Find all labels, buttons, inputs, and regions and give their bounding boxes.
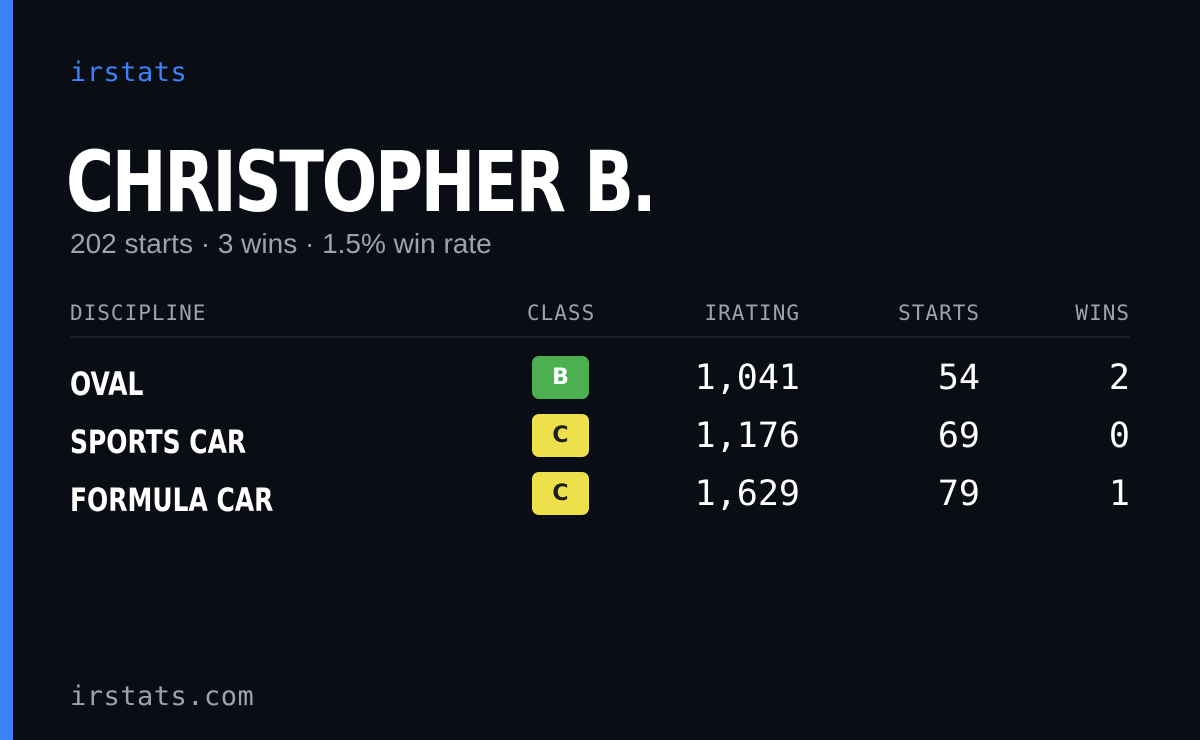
starts-value: 69 bbox=[937, 416, 980, 456]
header-irating: IRATING bbox=[704, 301, 800, 325]
table-header-row: DISCIPLINE CLASS IRATING STARTS WINS bbox=[70, 296, 1130, 338]
header-discipline: DISCIPLINE bbox=[70, 301, 207, 325]
wins-value: 0 bbox=[1108, 416, 1130, 456]
table-row: FORMULA CAR C 1,629 79 1 bbox=[70, 470, 1130, 528]
class-badge: B bbox=[532, 356, 589, 399]
class-badge: C bbox=[532, 472, 589, 515]
footer-domain: irstats.com bbox=[70, 681, 255, 712]
brand-logo-text: irstats bbox=[70, 57, 188, 88]
stats-table: DISCIPLINE CLASS IRATING STARTS WINS OVA… bbox=[70, 296, 1130, 528]
header-starts: STARTS bbox=[898, 301, 980, 325]
class-badge: C bbox=[532, 414, 589, 457]
table-row: SPORTS CAR C 1,176 69 0 bbox=[70, 412, 1130, 470]
irating-value: 1,629 bbox=[694, 474, 800, 514]
header-wins: WINS bbox=[1075, 301, 1130, 325]
table-body: OVAL B 1,041 54 2 SPORTS CAR C 1,176 69 … bbox=[70, 354, 1130, 528]
player-name: CHRISTOPHER B. bbox=[66, 133, 657, 231]
wins-value: 1 bbox=[1108, 474, 1130, 514]
wins-value: 2 bbox=[1108, 358, 1130, 398]
discipline-name: SPORTS CAR bbox=[70, 423, 247, 461]
irating-value: 1,176 bbox=[694, 416, 800, 456]
player-summary: 202 starts · 3 wins · 1.5% win rate bbox=[70, 228, 492, 259]
discipline-name: FORMULA CAR bbox=[70, 481, 274, 519]
starts-value: 54 bbox=[937, 358, 980, 398]
table-row: OVAL B 1,041 54 2 bbox=[70, 354, 1130, 412]
discipline-name: OVAL bbox=[70, 365, 144, 403]
irating-value: 1,041 bbox=[694, 358, 800, 398]
header-class: CLASS bbox=[527, 301, 596, 325]
accent-bar bbox=[0, 0, 13, 740]
starts-value: 79 bbox=[937, 474, 980, 514]
